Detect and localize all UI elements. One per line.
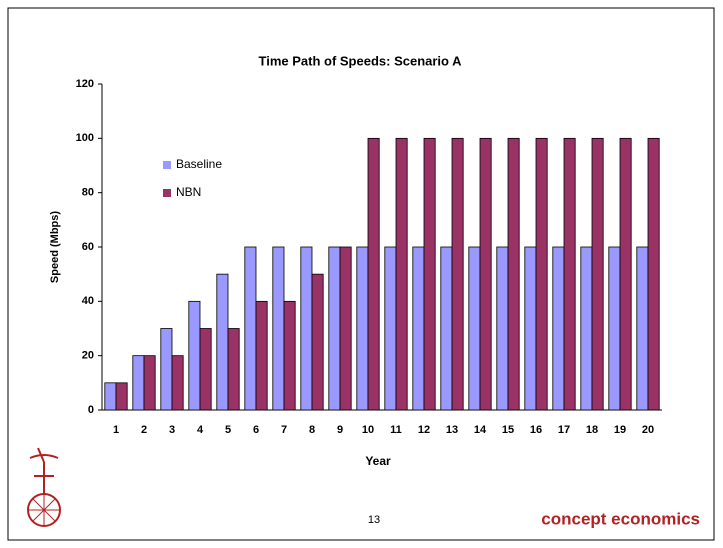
x-tick-label: 18 — [586, 424, 598, 436]
x-tick-label: 20 — [642, 424, 654, 436]
bar — [227, 328, 240, 411]
x-tick-label: 11 — [390, 424, 402, 436]
bar — [104, 382, 117, 411]
bar — [300, 246, 313, 411]
bar — [608, 246, 621, 411]
x-tick-label: 10 — [362, 424, 374, 436]
x-tick-label: 4 — [197, 424, 204, 436]
bar — [339, 246, 352, 411]
y-tick-label: 120 — [76, 78, 94, 90]
bar — [143, 355, 156, 411]
x-tick-label: 8 — [309, 424, 315, 436]
y-axis-label: Speed (Mbps) — [49, 211, 61, 283]
bar — [160, 328, 173, 411]
bar — [115, 382, 128, 411]
bar — [647, 137, 660, 411]
x-axis-label: Year — [365, 454, 391, 468]
bar — [636, 246, 649, 411]
legend-label: Baseline — [176, 157, 222, 171]
bar — [580, 246, 593, 411]
bar — [507, 137, 520, 411]
bar — [440, 246, 453, 411]
bar — [367, 137, 380, 411]
bar — [412, 246, 425, 411]
bar — [524, 246, 537, 411]
bar — [591, 137, 604, 411]
x-tick-label: 14 — [474, 424, 487, 436]
bar — [255, 300, 268, 411]
bar — [384, 246, 397, 411]
x-tick-label: 17 — [558, 424, 570, 436]
bar — [563, 137, 576, 411]
y-tick-label: 60 — [82, 241, 94, 253]
legend-swatch — [163, 189, 171, 197]
bar — [199, 328, 212, 411]
x-tick-label: 19 — [614, 424, 626, 436]
y-tick-label: 0 — [88, 404, 94, 416]
bar — [272, 246, 285, 411]
x-tick-label: 2 — [141, 424, 147, 436]
x-tick-label: 9 — [337, 424, 343, 436]
chart-title: Time Path of Speeds: Scenario A — [259, 53, 463, 68]
bar — [395, 137, 408, 411]
x-tick-label: 16 — [530, 424, 542, 436]
bar — [496, 246, 509, 411]
x-tick-label: 15 — [502, 424, 514, 436]
bar — [188, 300, 201, 411]
x-tick-label: 13 — [446, 424, 458, 436]
bar — [423, 137, 436, 411]
bar — [328, 246, 341, 411]
x-tick-label: 12 — [418, 424, 430, 436]
x-tick-label: 7 — [281, 424, 287, 436]
brand: concept economics — [541, 509, 700, 528]
bar — [311, 273, 324, 411]
x-tick-label: 6 — [253, 424, 259, 436]
bar — [468, 246, 481, 411]
x-tick-label: 1 — [113, 424, 119, 436]
y-tick-label: 100 — [76, 132, 94, 144]
bar — [535, 137, 548, 411]
legend-label: NBN — [176, 185, 201, 199]
bar — [552, 246, 565, 411]
x-tick-label: 3 — [169, 424, 175, 436]
y-tick-label: 80 — [82, 187, 94, 199]
bar — [451, 137, 464, 411]
legend-swatch — [163, 161, 171, 169]
bar — [216, 273, 229, 411]
bar — [244, 246, 257, 411]
y-tick-label: 20 — [82, 350, 94, 362]
bar — [283, 300, 296, 411]
bar — [132, 355, 145, 411]
bar — [619, 137, 632, 411]
bar — [171, 355, 184, 411]
bar — [356, 246, 369, 411]
y-tick-label: 40 — [82, 295, 94, 307]
logo — [27, 447, 61, 527]
page-number: 13 — [368, 514, 380, 526]
bar — [479, 137, 492, 411]
x-tick-label: 5 — [225, 424, 231, 436]
